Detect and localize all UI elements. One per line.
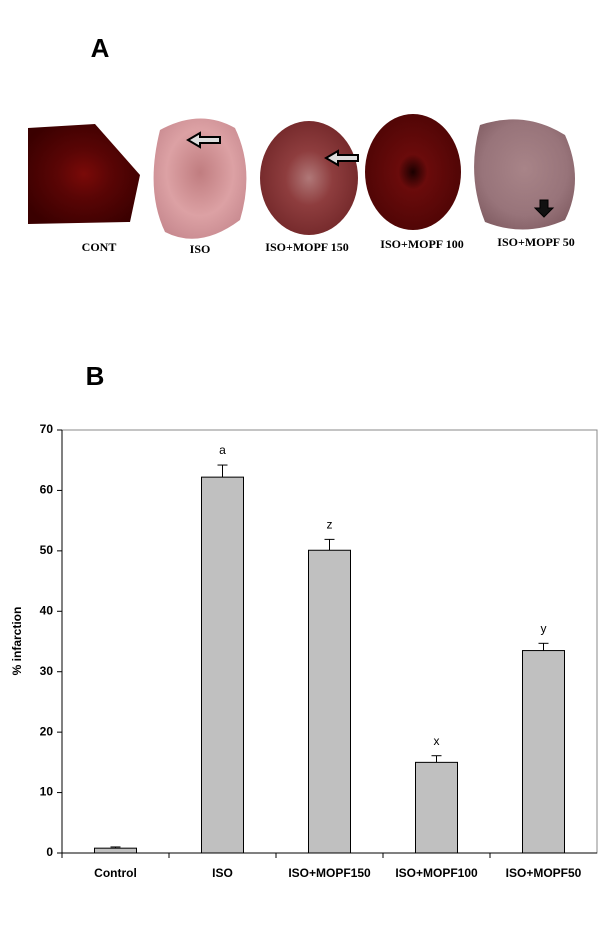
y-tick-label: 30 [40, 664, 54, 678]
image-caption: ISO+MOPF 100 [380, 237, 463, 251]
significance-label: x [434, 734, 440, 748]
significance-label: a [219, 443, 226, 457]
bar [201, 476, 244, 854]
arrow [324, 149, 359, 167]
y-tick-label: 20 [40, 724, 54, 738]
x-tick-label: Control [94, 866, 137, 880]
bar [94, 847, 137, 854]
significance-label: z [327, 518, 333, 532]
heart-image [153, 118, 247, 239]
panel-label: B [86, 361, 105, 391]
significance-label: y [541, 621, 547, 635]
error-bar [217, 464, 228, 478]
arrow [533, 199, 555, 218]
heart-image [365, 114, 461, 230]
bar [522, 650, 565, 854]
y-tick-label: 40 [40, 603, 54, 617]
bar [308, 549, 351, 854]
image-caption: ISO+MOPF 50 [497, 235, 574, 249]
y-tick-label: 0 [46, 845, 53, 859]
heart-image [260, 121, 358, 235]
error-bar [324, 538, 335, 551]
arrow [186, 131, 221, 149]
panel-label: A [91, 33, 110, 63]
image-caption: ISO [190, 242, 211, 256]
error-bar [110, 846, 121, 849]
x-tick-label: ISO [212, 866, 233, 880]
error-bar [538, 642, 549, 651]
x-tick-label: ISO+MOPF50 [506, 866, 582, 880]
y-axis-label: % infarction [10, 607, 24, 676]
error-bar [431, 755, 442, 763]
y-tick-label: 10 [40, 785, 54, 799]
heart-image [474, 119, 575, 230]
heart-image [28, 124, 140, 224]
y-tick-label: 50 [40, 543, 54, 557]
x-tick-label: ISO+MOPF100 [395, 866, 478, 880]
bar [415, 761, 458, 854]
x-tick-label: ISO+MOPF150 [288, 866, 371, 880]
y-tick-label: 60 [40, 483, 54, 497]
image-caption: ISO+MOPF 150 [265, 240, 348, 254]
y-tick-label: 70 [40, 422, 54, 436]
image-caption: CONT [82, 240, 117, 254]
